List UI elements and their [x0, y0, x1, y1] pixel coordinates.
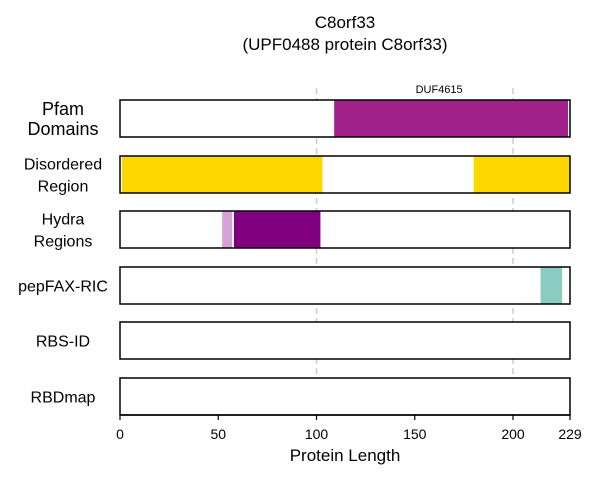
- track-border: [119, 321, 571, 360]
- x-axis: 0 50 100 150 200 229: [116, 414, 582, 442]
- track-5: RBDmap: [31, 377, 571, 416]
- segment-label: DUF4615: [416, 84, 463, 96]
- track-border: [119, 266, 571, 305]
- track-label: Hydra: [42, 211, 85, 228]
- track-0-segment-0: [334, 100, 569, 137]
- track-label: Pfam: [42, 99, 84, 119]
- x-axis-label: Protein Length: [290, 446, 401, 465]
- track-label: Region: [38, 178, 89, 195]
- x-tick-label: 0: [116, 426, 124, 442]
- x-tick-label: 50: [210, 426, 226, 442]
- track-label: Regions: [34, 233, 93, 250]
- x-tick-label: 229: [558, 426, 582, 442]
- track-label: RBDmap: [31, 389, 96, 406]
- x-tick-label: 150: [403, 426, 427, 442]
- track-2-segment-0: [222, 211, 233, 248]
- track-label: Domains: [27, 119, 98, 139]
- track-background: [120, 378, 570, 415]
- track-2-segment-1: [233, 211, 321, 248]
- track-border: [119, 155, 571, 194]
- chart-subtitle: (UPF0488 protein C8orf33): [242, 35, 447, 54]
- gridlines: [315, 88, 514, 415]
- track-border: [119, 99, 571, 138]
- track-background: [120, 267, 570, 304]
- track-label: Disordered: [24, 156, 102, 173]
- track-3-segment-0: [540, 267, 563, 304]
- x-tick-label: 100: [305, 426, 329, 442]
- chart-title: C8orf33: [315, 13, 375, 32]
- track-1-segment-0: [121, 156, 323, 193]
- track-background: [120, 211, 570, 248]
- track-1-segment-1: [473, 156, 570, 193]
- track-4: RBS-ID: [36, 321, 571, 360]
- x-tick-label: 200: [501, 426, 525, 442]
- track-3: pepFAX-RIC: [18, 266, 571, 305]
- track-label: RBS-ID: [36, 333, 90, 350]
- track-1: Disordered Region: [24, 155, 571, 195]
- track-label: pepFAX-RIC: [18, 278, 108, 295]
- track-background: [120, 322, 570, 359]
- track-2: Hydra Regions: [34, 210, 571, 250]
- track-border: [119, 210, 571, 249]
